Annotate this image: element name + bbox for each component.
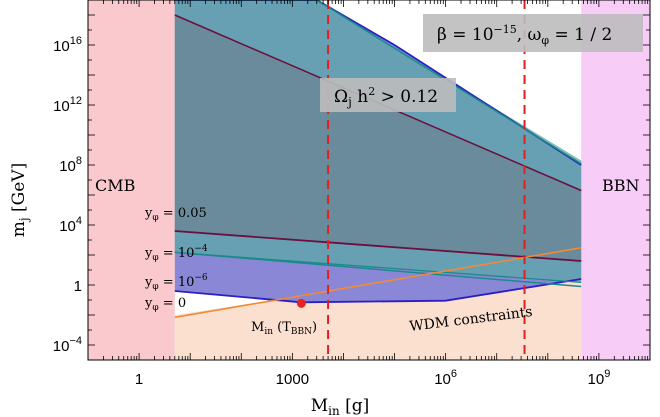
curve-orange <box>174 247 582 319</box>
annotation-box-omega <box>320 78 456 112</box>
curve-teal-upper <box>174 0 582 165</box>
regions <box>88 0 650 360</box>
y-axis-label: mj [GeV] <box>9 163 31 237</box>
annotation-omega: Ωj h2 > 0.12 <box>334 85 438 109</box>
x-tick-label: 1 <box>135 371 143 388</box>
label-y1e-4: yφ = 10−4 <box>144 244 208 263</box>
x-tick-label: 1000 <box>276 371 309 388</box>
region-bbn <box>581 0 650 360</box>
point-min-tbbn <box>296 298 306 308</box>
label-y0: yφ = 0 <box>144 296 186 313</box>
lines <box>174 0 582 360</box>
label-cmb: CMB <box>95 176 135 195</box>
annotation-params: β = 10−15, ωφ = 1 / 2 <box>437 23 612 47</box>
region-cmb <box>88 0 175 360</box>
x-axis-label: Min [g] <box>311 396 370 417</box>
y-tick-label: 1 <box>74 278 82 295</box>
region-wdm <box>174 279 582 360</box>
label-y0.05: yφ = 0.05 <box>144 206 207 223</box>
curve-y0-upper <box>174 0 582 166</box>
label-y1e-6: yφ = 10−6 <box>144 273 208 292</box>
band-y0.05 <box>174 15 582 261</box>
curve-y0-lower <box>174 278 582 304</box>
annotations: Ωj h2 > 0.12 β = 10−15, ωφ = 1 / 2 CMB B… <box>95 14 643 337</box>
curve-y1e-4 <box>174 251 582 288</box>
annotation-box-params <box>423 14 643 52</box>
label-bbn: BBN <box>602 176 640 195</box>
curve-y0.05 <box>174 230 582 262</box>
